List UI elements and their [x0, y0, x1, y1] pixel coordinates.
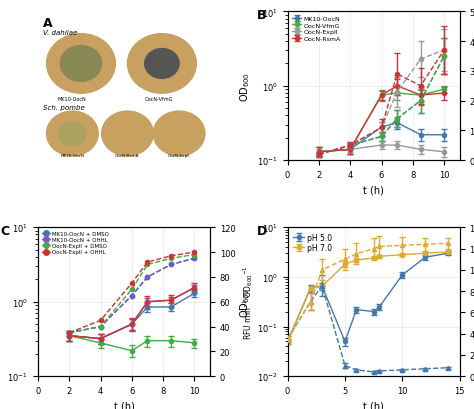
- Text: D: D: [256, 225, 267, 238]
- Circle shape: [145, 49, 179, 79]
- Circle shape: [60, 47, 101, 82]
- Legend: MK10-OocN + DMSO, MK10-OocN + OHHL, OocN-ExplI + DMSO, OocN-ExplI + OHHL: MK10-OocN + DMSO, MK10-OocN + OHHL, OocN…: [41, 231, 110, 256]
- Text: A: A: [43, 17, 53, 30]
- Y-axis label: OD$_{600}$: OD$_{600}$: [238, 72, 252, 101]
- Y-axis label: RFU min$^{-1}$ OD$_{600}$$^{-1}$: RFU min$^{-1}$ OD$_{600}$$^{-1}$: [241, 265, 255, 339]
- Text: OocN-RsmA: OocN-RsmA: [115, 154, 140, 158]
- Text: OocN-ExplI: OocN-ExplI: [168, 154, 191, 158]
- Circle shape: [128, 34, 196, 94]
- Legend: MK10-OocN, OocN-VfmG, OocN-ExplI, OocN-RsmA: MK10-OocN, OocN-VfmG, OocN-ExplI, OocN-R…: [291, 16, 342, 43]
- X-axis label: t (h): t (h): [363, 400, 384, 409]
- Circle shape: [153, 112, 205, 156]
- X-axis label: t (h): t (h): [363, 185, 384, 195]
- Circle shape: [46, 112, 98, 156]
- Text: B: B: [256, 9, 266, 22]
- Y-axis label: OD$_{600}$: OD$_{600}$: [0, 287, 2, 317]
- Circle shape: [46, 34, 115, 94]
- Circle shape: [101, 112, 153, 156]
- X-axis label: t (h): t (h): [114, 400, 135, 409]
- Y-axis label: OD$_{600}$: OD$_{600}$: [237, 287, 252, 317]
- Text: OocN-VfmG: OocN-VfmG: [144, 97, 173, 102]
- Circle shape: [59, 122, 86, 146]
- Text: V. dahliae: V. dahliae: [43, 30, 77, 36]
- Text: Sch. pombe: Sch. pombe: [43, 104, 85, 110]
- Text: MK10-OocN: MK10-OocN: [58, 97, 87, 102]
- Legend: pH 5.0, pH 7.0: pH 5.0, pH 7.0: [292, 231, 333, 254]
- Text: C: C: [0, 225, 9, 238]
- Text: MK10-OocN: MK10-OocN: [60, 154, 84, 158]
